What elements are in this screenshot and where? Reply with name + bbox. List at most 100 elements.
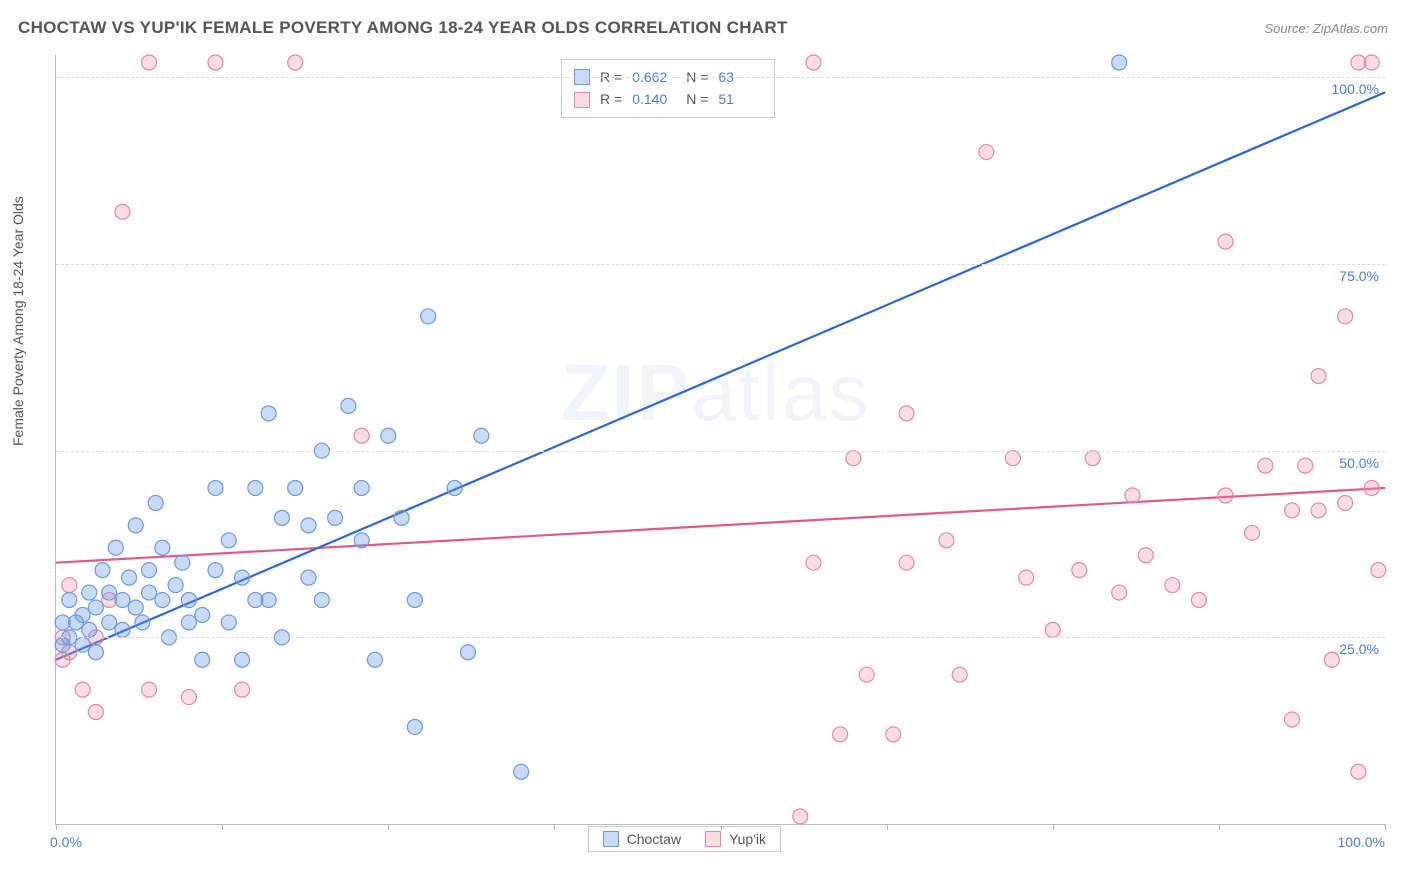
x-tick [721, 824, 722, 830]
regression-line-yupik [56, 488, 1385, 563]
stats-row-yupik: R = 0.140 N = 51 [574, 88, 762, 110]
data-point-choctaw [75, 637, 90, 652]
y-tick-label: 75.0% [1339, 268, 1379, 284]
data-point-choctaw [301, 570, 316, 585]
data-point-choctaw [248, 481, 263, 496]
data-point-yupik [846, 451, 861, 466]
data-point-choctaw [314, 593, 329, 608]
data-point-yupik [1311, 369, 1326, 384]
data-point-choctaw [274, 510, 289, 525]
data-point-yupik [899, 555, 914, 570]
data-point-yupik [939, 533, 954, 548]
data-point-choctaw [115, 593, 130, 608]
data-point-choctaw [367, 652, 382, 667]
data-point-yupik [833, 727, 848, 742]
legend-swatch-choctaw [603, 831, 619, 847]
data-point-yupik [1045, 622, 1060, 637]
data-point-choctaw [142, 563, 157, 578]
data-point-yupik [88, 705, 103, 720]
data-point-yupik [235, 682, 250, 697]
chart-svg [56, 55, 1385, 824]
data-point-yupik [1338, 495, 1353, 510]
data-point-yupik [75, 682, 90, 697]
yupik-n-value: 51 [718, 88, 762, 110]
data-point-yupik [1311, 503, 1326, 518]
data-point-yupik [208, 55, 223, 70]
data-point-yupik [1112, 585, 1127, 600]
data-point-yupik [1298, 458, 1313, 473]
data-point-yupik [1072, 563, 1087, 578]
data-point-choctaw [142, 585, 157, 600]
gridline [56, 77, 1385, 78]
data-point-choctaw [354, 533, 369, 548]
data-point-yupik [1245, 525, 1260, 540]
data-point-choctaw [421, 309, 436, 324]
data-point-yupik [1191, 593, 1206, 608]
x-tick-label: 0.0% [50, 834, 82, 850]
data-point-yupik [1284, 712, 1299, 727]
data-point-choctaw [195, 652, 210, 667]
data-point-choctaw [394, 510, 409, 525]
x-tick [1385, 824, 1386, 830]
data-point-choctaw [62, 593, 77, 608]
data-point-choctaw [328, 510, 343, 525]
data-point-choctaw [115, 622, 130, 637]
data-point-yupik [806, 555, 821, 570]
data-point-choctaw [102, 615, 117, 630]
data-point-yupik [1324, 652, 1339, 667]
data-point-yupik [793, 809, 808, 824]
data-point-yupik [806, 55, 821, 70]
data-point-yupik [899, 406, 914, 421]
data-point-choctaw [102, 585, 117, 600]
r-label: R = [600, 88, 622, 110]
data-point-choctaw [82, 585, 97, 600]
data-point-choctaw [261, 593, 276, 608]
x-tick-label: 100.0% [1338, 834, 1385, 850]
data-point-choctaw [341, 398, 356, 413]
data-point-yupik [142, 682, 157, 697]
y-tick-label: 50.0% [1339, 455, 1379, 471]
x-tick [1053, 824, 1054, 830]
data-point-choctaw [381, 428, 396, 443]
data-point-choctaw [235, 570, 250, 585]
data-point-yupik [62, 578, 77, 593]
data-point-choctaw [155, 540, 170, 555]
source-attribution: Source: ZipAtlas.com [1264, 21, 1388, 36]
data-point-choctaw [155, 593, 170, 608]
legend-swatch-yupik [705, 831, 721, 847]
legend-label-yupik: Yup'ik [729, 831, 766, 847]
data-point-choctaw [88, 645, 103, 660]
data-point-choctaw [1112, 55, 1127, 70]
data-point-yupik [1338, 309, 1353, 324]
data-point-choctaw [82, 622, 97, 637]
gridline [56, 637, 1385, 638]
x-tick [388, 824, 389, 830]
data-point-choctaw [181, 615, 196, 630]
data-point-choctaw [407, 593, 422, 608]
data-point-choctaw [148, 495, 163, 510]
gridline [56, 264, 1385, 265]
legend-label-choctaw: Choctaw [627, 831, 681, 847]
gridline [56, 451, 1385, 452]
data-point-yupik [1125, 488, 1140, 503]
data-point-choctaw [181, 593, 196, 608]
data-point-choctaw [75, 607, 90, 622]
data-point-choctaw [128, 600, 143, 615]
legend-item-yupik: Yup'ik [705, 831, 766, 847]
data-point-yupik [952, 667, 967, 682]
data-point-yupik [859, 667, 874, 682]
data-point-yupik [288, 55, 303, 70]
data-point-yupik [1165, 578, 1180, 593]
data-point-choctaw [301, 518, 316, 533]
x-tick [222, 824, 223, 830]
data-point-yupik [181, 690, 196, 705]
legend-item-choctaw: Choctaw [603, 831, 681, 847]
data-point-choctaw [407, 719, 422, 734]
data-point-yupik [1364, 55, 1379, 70]
data-point-yupik [1218, 234, 1233, 249]
data-point-choctaw [261, 406, 276, 421]
data-point-choctaw [108, 540, 123, 555]
x-tick [56, 824, 57, 830]
data-point-choctaw [208, 481, 223, 496]
source-name: ZipAtlas.com [1313, 21, 1388, 36]
